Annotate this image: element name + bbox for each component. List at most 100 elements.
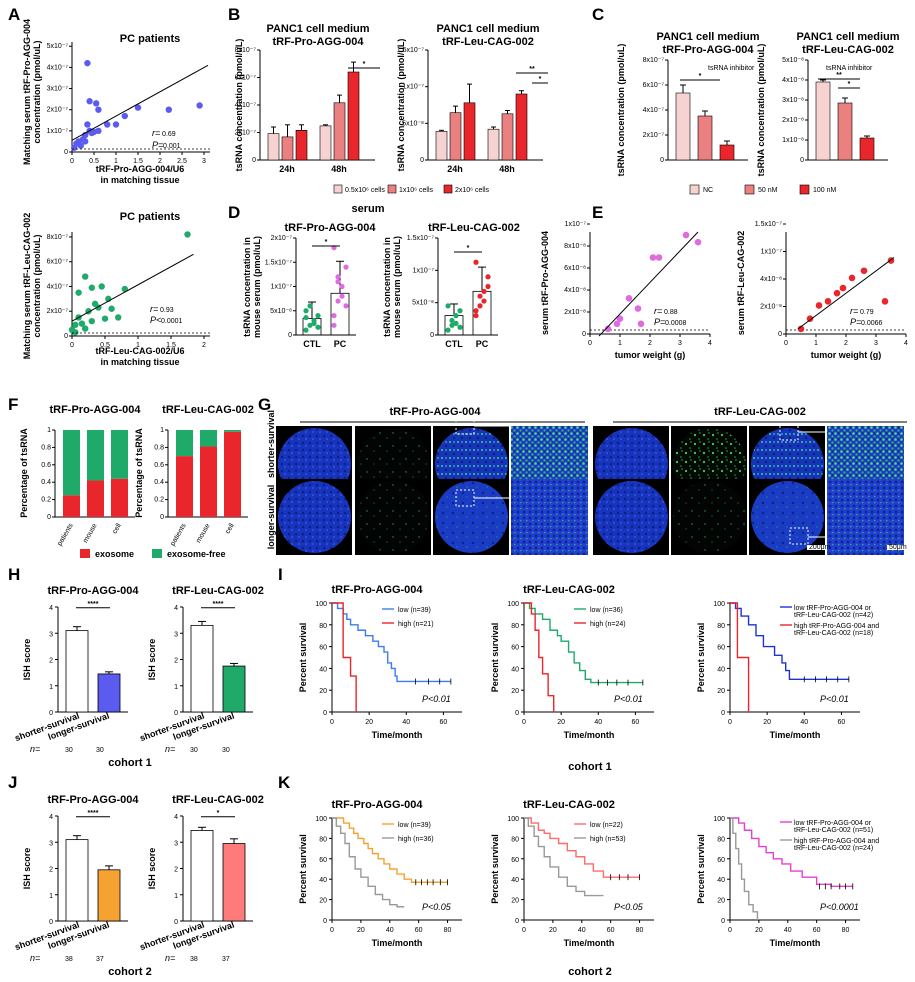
A-bot-xlabel-2: in matching tissue [100, 357, 179, 367]
A-bot-title: PC patients [120, 211, 181, 223]
G-zoom-box [789, 527, 809, 545]
F-left-yticklabel: 1 [47, 427, 51, 434]
K-right-ylabel: Percent survival [696, 834, 706, 904]
K-mid-yticklabel: 20 [511, 898, 519, 905]
I-mid-xticklabel: 40 [594, 719, 602, 726]
I-right-ylabel: Percent survival [696, 623, 706, 693]
J-right-yticklabel: 4 [174, 814, 178, 821]
C-right-bar [815, 81, 831, 161]
K-right-legend-label: tRF-Leu-CAG-002 (n=24) [794, 845, 873, 852]
I-mid-yticklabel: 40 [511, 666, 519, 673]
E-left-point [634, 305, 642, 312]
K-left-yticklabel: 80 [319, 836, 327, 843]
D-right-point-ctl [453, 313, 459, 319]
F-legend-swatch-exosome [80, 549, 90, 558]
F-left-yticklabel: 0.4 [41, 479, 51, 486]
D-left-point-pc [335, 279, 341, 285]
F-left-yticklabel: 0.6 [41, 462, 51, 469]
J-n-left-1: 38 [65, 956, 73, 963]
E-right-xticklabel: 4 [904, 340, 908, 347]
E-right-point [833, 289, 841, 297]
A-top-point [95, 127, 102, 135]
C-right-yticklabel: 0 [800, 157, 804, 164]
B-left-yticklabel: 2x10⁻⁷ [235, 130, 257, 137]
I-mid-yticklabel: 100 [507, 601, 519, 608]
J-cohort: cohort 2 [108, 966, 151, 978]
A-bot-p-value: 0.0001 [161, 318, 183, 325]
D-right-point-pc [485, 274, 491, 280]
I-left-yticklabel: 20 [319, 688, 327, 695]
D-right-point-pc [477, 293, 483, 299]
B-right-yticklabel: 1.5x10⁻⁷ [397, 47, 425, 54]
J-right-ylabel: ISH score [147, 848, 157, 890]
H-left-yticklabel: 3 [49, 631, 53, 638]
F-right-yticklabel: 0 [160, 514, 164, 521]
B-legend-label: 0.5x10⁶ cells [345, 187, 385, 194]
F-right-title: tRF-Leu-CAG-002 [162, 404, 254, 416]
A-top-xticklabel: 1 [114, 158, 118, 165]
H-right-ylabel: ISH score [147, 639, 157, 681]
G-scale-label: 200μm [809, 544, 831, 551]
D-left-ylabel-1: tsRNA concentration in [242, 237, 252, 337]
C-legend-swatch [689, 184, 700, 195]
A-top-yticklabel: 4x10⁻⁷ [47, 64, 69, 71]
F-right-yticklabel: 0.2 [154, 497, 164, 504]
K-right-curve [730, 817, 759, 920]
A-bot-ylabel-2: concentration (pmol/uL) [32, 235, 42, 338]
A-bot-point [72, 321, 79, 329]
F-left-yticklabel: 0.8 [41, 444, 51, 451]
I-right-legend-label: tRF-Leu-CAG-002 (n=18) [794, 630, 873, 637]
A-top-point [104, 121, 111, 128]
A-top-yticklabel: 5x10⁻⁷ [47, 43, 69, 50]
E-left-yticklabel: 0 [582, 331, 586, 338]
I-mid-ylabel: Percent survival [490, 623, 500, 693]
B-right-bar [463, 102, 476, 161]
C-right-bar [859, 137, 875, 161]
B-right-yticklabel: 0 [420, 157, 424, 164]
C-right-title-2: tRF-Leu-CAG-002 [802, 44, 894, 56]
D-right-point-ctl [449, 322, 455, 328]
D-left-point-ctl [303, 327, 309, 333]
I-mid-xticklabel: 0 [522, 719, 526, 726]
I-mid-yticklabel: 0 [515, 710, 519, 717]
I-cohort: cohort 1 [568, 761, 611, 773]
H-n-left-1: 30 [65, 747, 73, 754]
A-top-point [134, 104, 142, 111]
I-mid-legend-label: low (n=36) [590, 607, 623, 614]
A-top-xticklabel: 3 [202, 158, 206, 165]
I-mid-yticklabel: 60 [511, 645, 519, 652]
K-right-yticklabel: 40 [717, 877, 725, 884]
A-bot-point [108, 305, 115, 312]
E-left-xticklabel: 0 [588, 340, 592, 347]
A-bot-point [184, 231, 191, 238]
K-mid-xticklabel: 60 [607, 927, 615, 934]
panel-letter-J: J [8, 773, 17, 792]
panel-letter-K: K [278, 773, 291, 792]
C-left-yticklabel: 4x10⁻⁷ [643, 107, 665, 114]
I-right-xticklabel: 40 [800, 719, 808, 726]
I-left-xlabel: Time/month [372, 730, 423, 740]
A-top-yticklabel: 0 [64, 149, 68, 156]
C-right-yticklabel: 3x10⁻⁸ [782, 97, 804, 104]
B-left-yticklabel: 8x10⁻⁷ [235, 47, 257, 54]
E-left-xticklabel: 1 [618, 340, 622, 347]
B-left-bar [295, 130, 308, 161]
A-top-yticklabel: 3x10⁻⁷ [47, 86, 69, 93]
F-right-cat-label: mouse [195, 522, 212, 544]
D-right-point-ctl [445, 303, 451, 309]
C-left-yticklabel: 2x10⁻⁷ [643, 132, 665, 139]
I-right-legend-label: tRF-Leu-CAG-002 (n=42) [794, 612, 873, 619]
B-right-ylabel: tsRNA concentration (pmol/uL) [396, 39, 406, 172]
K-right-xticklabel: 20 [755, 927, 763, 934]
C-left-yticklabel: 6x10⁻⁷ [643, 82, 665, 89]
H-n-left-2: 30 [96, 747, 104, 754]
D-left-point-ctl [303, 314, 309, 321]
K-mid-legend-label: high (n=53) [590, 836, 626, 843]
D-right-yticklabel: 1x10⁻⁷ [413, 267, 435, 274]
E-right-xticklabel: 2 [844, 340, 848, 347]
D-left-yticklabel: 1x10⁻⁷ [271, 284, 293, 291]
E-right-point [860, 267, 868, 275]
B-left-bar [281, 136, 294, 161]
H-right-bar [222, 665, 246, 713]
A-bot-point [78, 320, 86, 327]
